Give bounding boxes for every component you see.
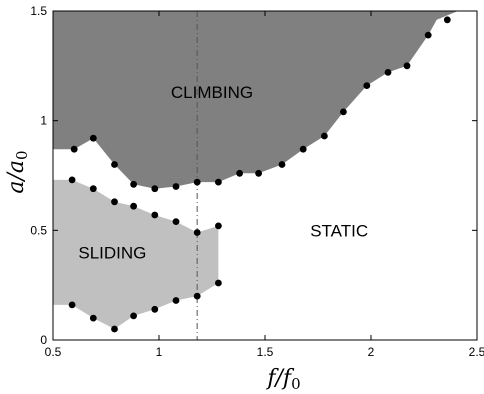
region-label-static: STATIC <box>310 221 368 240</box>
data-point <box>151 185 159 193</box>
data-point <box>321 132 328 140</box>
data-point <box>111 325 118 333</box>
x-tick-label: 1 <box>156 345 163 359</box>
data-point <box>68 301 76 309</box>
data-point <box>340 108 347 116</box>
region-labels-layer: CLIMBING SLIDING STATIC <box>78 83 368 262</box>
x-axis-label: f/f0 <box>265 366 300 393</box>
data-point <box>68 176 76 184</box>
data-point <box>215 222 222 230</box>
data-point <box>193 178 201 186</box>
data-point <box>111 198 118 206</box>
y-tick-label: 1 <box>40 114 47 128</box>
data-point <box>193 229 201 236</box>
data-point <box>151 211 159 219</box>
x-tick-label: 0.5 <box>45 345 62 359</box>
data-point <box>130 202 138 210</box>
data-point <box>130 180 138 188</box>
regions-layer <box>53 11 458 329</box>
x-tick-label: 2.5 <box>469 345 484 359</box>
data-point <box>151 305 159 313</box>
data-point <box>172 218 180 226</box>
region-label-climbing: CLIMBING <box>171 83 253 102</box>
x-tick-label: 2 <box>368 345 375 359</box>
region-climbing <box>53 11 458 189</box>
data-point <box>255 169 262 177</box>
data-point <box>70 145 78 153</box>
data-point <box>299 145 307 153</box>
y-tick-label: 1.5 <box>30 4 47 18</box>
ticks-layer: 0.5 1 1.5 2 2.500.511.5 <box>30 4 484 359</box>
data-point <box>172 183 180 190</box>
data-point <box>89 185 97 193</box>
data-point <box>424 31 432 39</box>
data-point <box>89 314 97 322</box>
y-axis-label: a/a0 <box>4 150 31 193</box>
data-point <box>172 297 180 304</box>
data-point <box>236 169 244 177</box>
data-point <box>193 292 201 300</box>
data-point <box>384 69 392 76</box>
data-point <box>111 161 118 168</box>
data-point <box>215 178 222 186</box>
data-point <box>89 134 97 142</box>
data-point <box>403 62 411 70</box>
points-layer <box>68 16 451 333</box>
region-label-sliding: SLIDING <box>78 243 146 262</box>
y-tick-label: 0 <box>40 333 47 347</box>
data-point <box>443 16 451 24</box>
data-point <box>363 82 371 89</box>
region-sliding <box>53 179 219 329</box>
y-tick-label: 0.5 <box>30 223 47 237</box>
x-tick-label: 1.5 <box>257 345 274 359</box>
data-point <box>130 312 138 320</box>
data-point <box>278 161 286 168</box>
data-point <box>215 279 222 287</box>
